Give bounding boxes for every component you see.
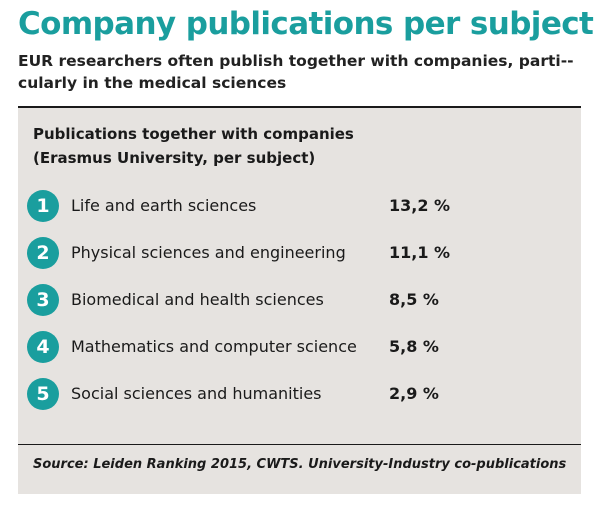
rank-badge: 2 bbox=[27, 237, 59, 269]
value-label: 13,2 % bbox=[389, 196, 451, 215]
chart-title-line-2: (Erasmus University, per subject) bbox=[33, 149, 316, 167]
category-label: Physical sciences and engineering bbox=[71, 243, 346, 262]
category-label: Life and earth sciences bbox=[71, 196, 257, 215]
chart-title-line-1: Publications together with companies bbox=[33, 125, 354, 143]
subtitle-text: EUR researchers often publish together w… bbox=[18, 52, 574, 92]
rank-badge: 4 bbox=[27, 331, 59, 363]
rank-badge: 3 bbox=[27, 284, 59, 316]
category-label: Social sciences and humanities bbox=[71, 384, 322, 403]
page-subtitle: EUR researchers often publish together w… bbox=[18, 50, 583, 94]
category-label: Biomedical and health sciences bbox=[71, 290, 324, 309]
value-label: 8,5 % bbox=[389, 290, 439, 309]
rank-badge: 5 bbox=[27, 378, 59, 410]
rank-badge: 1 bbox=[27, 190, 59, 222]
ranking-row: 1 Life and earth sciences 13,2 % bbox=[0, 190, 600, 226]
page-title: Company publications per subject bbox=[18, 6, 594, 42]
chart-title: Publications together with companies (Er… bbox=[33, 122, 354, 170]
chart-panel bbox=[18, 106, 581, 494]
value-label: 5,8 % bbox=[389, 337, 439, 356]
source-note: Source: Leiden Ranking 2015, CWTS. Unive… bbox=[33, 457, 567, 472]
ranking-row: 2 Physical sciences and engineering 11,1 % bbox=[0, 237, 600, 273]
ranking-row: 4 Mathematics and computer science 5,8 % bbox=[0, 331, 600, 367]
ranking-row: 5 Social sciences and humanities 2,9 % bbox=[0, 378, 600, 414]
value-label: 2,9 % bbox=[389, 384, 439, 403]
ranking-row: 3 Biomedical and health sciences 8,5 % bbox=[0, 284, 600, 320]
category-label: Mathematics and computer science bbox=[71, 337, 357, 356]
value-label: 11,1 % bbox=[389, 243, 451, 262]
bottom-rule bbox=[18, 444, 581, 445]
top-rule bbox=[18, 106, 581, 108]
